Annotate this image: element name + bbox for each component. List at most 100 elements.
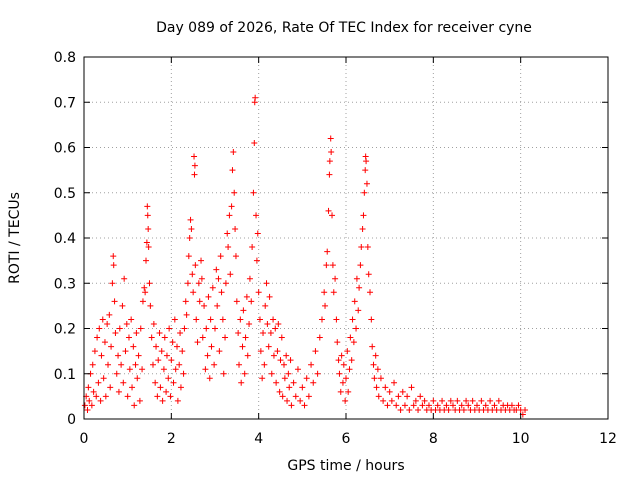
data-point [257, 348, 264, 355]
data-point [248, 298, 255, 305]
data-point [261, 361, 268, 368]
data-point [447, 397, 454, 404]
data-point [347, 334, 354, 341]
data-point [268, 370, 275, 377]
data-point [150, 320, 157, 327]
data-point [137, 325, 144, 332]
data-point [102, 393, 109, 400]
data-point [460, 406, 467, 413]
data-point [104, 320, 111, 327]
data-point [89, 361, 96, 368]
data-point [388, 397, 395, 404]
y-tick-label: 0.2 [54, 322, 76, 338]
data-point [371, 375, 378, 382]
y-tick-label: 0.7 [54, 95, 76, 111]
data-point [184, 280, 191, 287]
data-point [336, 370, 343, 377]
data-point [421, 397, 428, 404]
data-point [225, 244, 232, 251]
data-point [338, 352, 345, 359]
data-point [374, 366, 381, 373]
data-point [85, 384, 92, 391]
data-point [522, 406, 529, 413]
data-point [339, 379, 346, 386]
data-point [167, 393, 174, 400]
data-point [333, 316, 340, 323]
data-point [228, 203, 235, 210]
data-point [242, 334, 249, 341]
data-point [81, 402, 88, 409]
data-point [384, 402, 391, 409]
data-point [415, 406, 422, 413]
data-point [368, 316, 375, 323]
data-point [239, 343, 246, 350]
data-point [105, 361, 112, 368]
data-point [267, 330, 274, 337]
data-point [119, 302, 126, 309]
data-point [181, 325, 188, 332]
data-point [152, 379, 159, 386]
data-point [363, 158, 370, 165]
data-point [188, 225, 195, 232]
x-tick-label: 8 [429, 431, 438, 447]
data-point [280, 361, 287, 368]
grid [84, 57, 608, 419]
data-point [194, 339, 201, 346]
data-point [124, 393, 131, 400]
x-tick-label: 4 [254, 431, 263, 447]
data-point [270, 352, 277, 359]
data-point [326, 158, 333, 165]
data-point [262, 302, 269, 309]
data-point [256, 316, 263, 323]
data-point [128, 316, 135, 323]
data-point [177, 384, 184, 391]
data-point [386, 388, 393, 395]
data-point [98, 352, 105, 359]
data-point [166, 325, 173, 332]
data-point [325, 207, 332, 214]
data-point [111, 298, 118, 305]
data-point [273, 379, 280, 386]
data-point [252, 94, 259, 101]
data-point [323, 262, 330, 269]
data-point [310, 379, 317, 386]
data-point [220, 370, 227, 377]
data-point [419, 402, 426, 409]
data-point [115, 352, 122, 359]
data-point [340, 361, 347, 368]
data-point [232, 225, 239, 232]
x-axis-label: GPS time / hours [287, 458, 404, 474]
data-point [349, 316, 356, 323]
data-point [198, 257, 205, 264]
data-point [115, 388, 122, 395]
data-point [393, 402, 400, 409]
data-point [177, 330, 184, 337]
data-point [99, 316, 106, 323]
data-point [195, 280, 202, 287]
data-point [254, 230, 261, 237]
data-point [189, 271, 196, 278]
data-point [454, 397, 461, 404]
data-point [161, 334, 168, 341]
data-point [277, 357, 284, 364]
data-point [439, 397, 446, 404]
data-point [253, 257, 260, 264]
data-point [144, 212, 151, 219]
data-point [126, 366, 133, 373]
data-point [187, 216, 194, 223]
data-point [132, 361, 139, 368]
data-point [174, 343, 181, 350]
data-point [121, 275, 128, 282]
data-point [213, 266, 220, 273]
data-point [266, 293, 273, 300]
data-point [91, 348, 98, 355]
data-point [222, 280, 229, 287]
data-point [328, 149, 335, 156]
data-point [377, 375, 384, 382]
data-point [93, 393, 100, 400]
data-point [382, 384, 389, 391]
data-point [226, 212, 233, 219]
data-point [136, 397, 143, 404]
data-point [270, 316, 277, 323]
data-point [345, 388, 352, 395]
